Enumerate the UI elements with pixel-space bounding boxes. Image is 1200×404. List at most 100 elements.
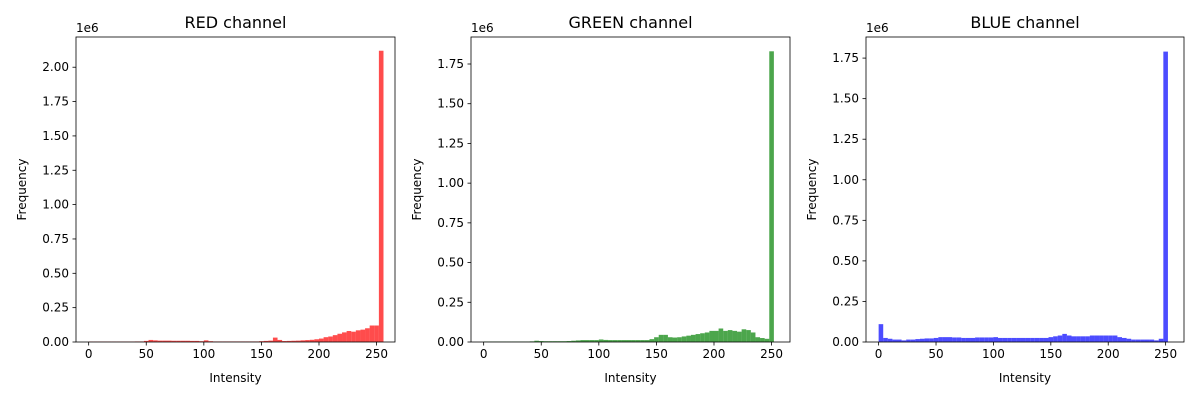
chart-0-offset-text: 1e6 (76, 21, 99, 35)
chart-2-bar (1044, 338, 1049, 342)
chart-0-y-axis-label: Frequency (15, 159, 29, 221)
chart-0-y-tick-label: 0.75 (42, 232, 69, 246)
chart-1-bar (700, 333, 705, 342)
chart-2-x-tick-label: 250 (1154, 347, 1177, 361)
chart-0-x-tick-label: 0 (85, 347, 93, 361)
chart-1-x-tick-label: 50 (534, 347, 549, 361)
chart-2-bars (879, 52, 1168, 342)
chart-2-bar (925, 338, 930, 342)
chart-0-bar (314, 339, 319, 342)
chart-0-bar (273, 338, 278, 342)
chart-2-bar (1016, 338, 1021, 342)
chart-2-bar (966, 338, 971, 342)
chart-0-bar (324, 337, 329, 342)
chart-1-x-tick-label: 100 (587, 347, 610, 361)
chart-1-x-axis-label: Intensity (604, 371, 656, 385)
chart-1-bar (677, 337, 682, 342)
chart-2-y-tick-label: 0.75 (832, 213, 859, 227)
chart-2-y-tick-label: 1.50 (832, 92, 859, 106)
chart-2-bar (1099, 336, 1104, 342)
chart-2-offset-text: 1e6 (866, 21, 889, 35)
chart-2-bar (1067, 336, 1072, 342)
chart-2-bar (1049, 337, 1054, 342)
chart-0-y-tick-label: 1.75 (42, 95, 69, 109)
chart-0-bar (365, 328, 370, 342)
chart-1-bar (696, 334, 701, 342)
chart-1-y-tick-label: 1.50 (437, 97, 464, 111)
chart-2-y-axis-label: Frequency (805, 159, 819, 221)
chart-2-bar (1035, 338, 1040, 342)
chart-1-bar (673, 338, 678, 342)
chart-2-axes-frame (866, 37, 1184, 342)
chart-1-bar (765, 339, 770, 342)
chart-2-bar (980, 337, 985, 342)
chart-2-x-tick-label: 0 (875, 347, 883, 361)
chart-2-bar (1012, 338, 1017, 342)
chart-2-bar (989, 337, 994, 342)
chart-2-bar (1081, 336, 1086, 342)
chart-1-y-tick-label: 1.75 (437, 57, 464, 71)
chart-1-y-axis-label: Frequency (410, 159, 424, 221)
chart-1-bar (737, 332, 742, 342)
chart-1-y-tick-label: 0.00 (437, 335, 464, 349)
chart-2-bar (975, 337, 980, 342)
chart-1-bar (714, 331, 719, 342)
chart-0-bar (333, 335, 338, 342)
chart-1-bar (654, 337, 659, 342)
chart-1-bar (728, 330, 733, 342)
chart-2-y-tick-label: 1.25 (832, 132, 859, 146)
chart-0-x-tick-label: 100 (192, 347, 215, 361)
chart-1-bar (755, 337, 760, 342)
chart-2-y-tick-label: 1.75 (832, 51, 859, 65)
chart-2-bar (961, 338, 966, 342)
chart-2-bar (1108, 336, 1113, 342)
chart-1-bar (746, 330, 751, 342)
chart-0-bars (89, 51, 384, 342)
chart-1-bar (732, 331, 737, 342)
chart-1-axes-frame (471, 37, 790, 342)
chart-0-y-tick-label: 1.00 (42, 198, 69, 212)
chart-0-y-tick-label: 0.00 (42, 335, 69, 349)
chart-0-bar (319, 339, 324, 342)
chart-0-axes-frame (76, 37, 395, 342)
chart-2-bar (1007, 338, 1012, 342)
chart-0-bar (379, 51, 384, 342)
chart-1-bar (723, 331, 728, 342)
chart-0-y-tick-label: 0.50 (42, 266, 69, 280)
chart-2-bar (1159, 339, 1164, 342)
chart-2-bar (993, 337, 998, 342)
chart-2-bar (970, 338, 975, 342)
chart-0-bar (342, 332, 347, 342)
chart-2-x-tick-label: 50 (928, 347, 943, 361)
chart-2-bar (879, 324, 884, 342)
chart-0-bar (356, 330, 361, 342)
chart-1-bar (705, 332, 710, 342)
chart-2-bar (929, 338, 934, 342)
chart-1-offset-text: 1e6 (471, 21, 494, 35)
chart-0-bar (351, 332, 356, 342)
chart-2-bar (1062, 334, 1067, 342)
chart-0-x-axis-label: Intensity (209, 371, 261, 385)
chart-1-bar (650, 339, 655, 342)
chart-0-y-tick-label: 1.25 (42, 163, 69, 177)
chart-1-y-tick-label: 0.75 (437, 216, 464, 230)
chart-2-bar (984, 337, 989, 342)
chart-1-bar (719, 329, 724, 343)
chart-2-bar (1117, 337, 1122, 342)
chart-1-bar (663, 335, 668, 342)
chart-2-bar (1163, 52, 1168, 342)
chart-1-y-tick-label: 0.25 (437, 295, 464, 309)
chart-2-y-tick-label: 0.00 (832, 335, 859, 349)
chart-0-y-tick-label: 0.25 (42, 301, 69, 315)
chart-0-x-tick-label: 250 (365, 347, 388, 361)
chart-1-x-tick-label: 250 (760, 347, 783, 361)
chart-2-bar (1030, 338, 1035, 342)
chart-2-bar (1104, 336, 1109, 342)
chart-2-bar (1021, 338, 1026, 342)
chart-1-x-tick-label: 200 (703, 347, 726, 361)
chart-0-bar (347, 331, 352, 342)
